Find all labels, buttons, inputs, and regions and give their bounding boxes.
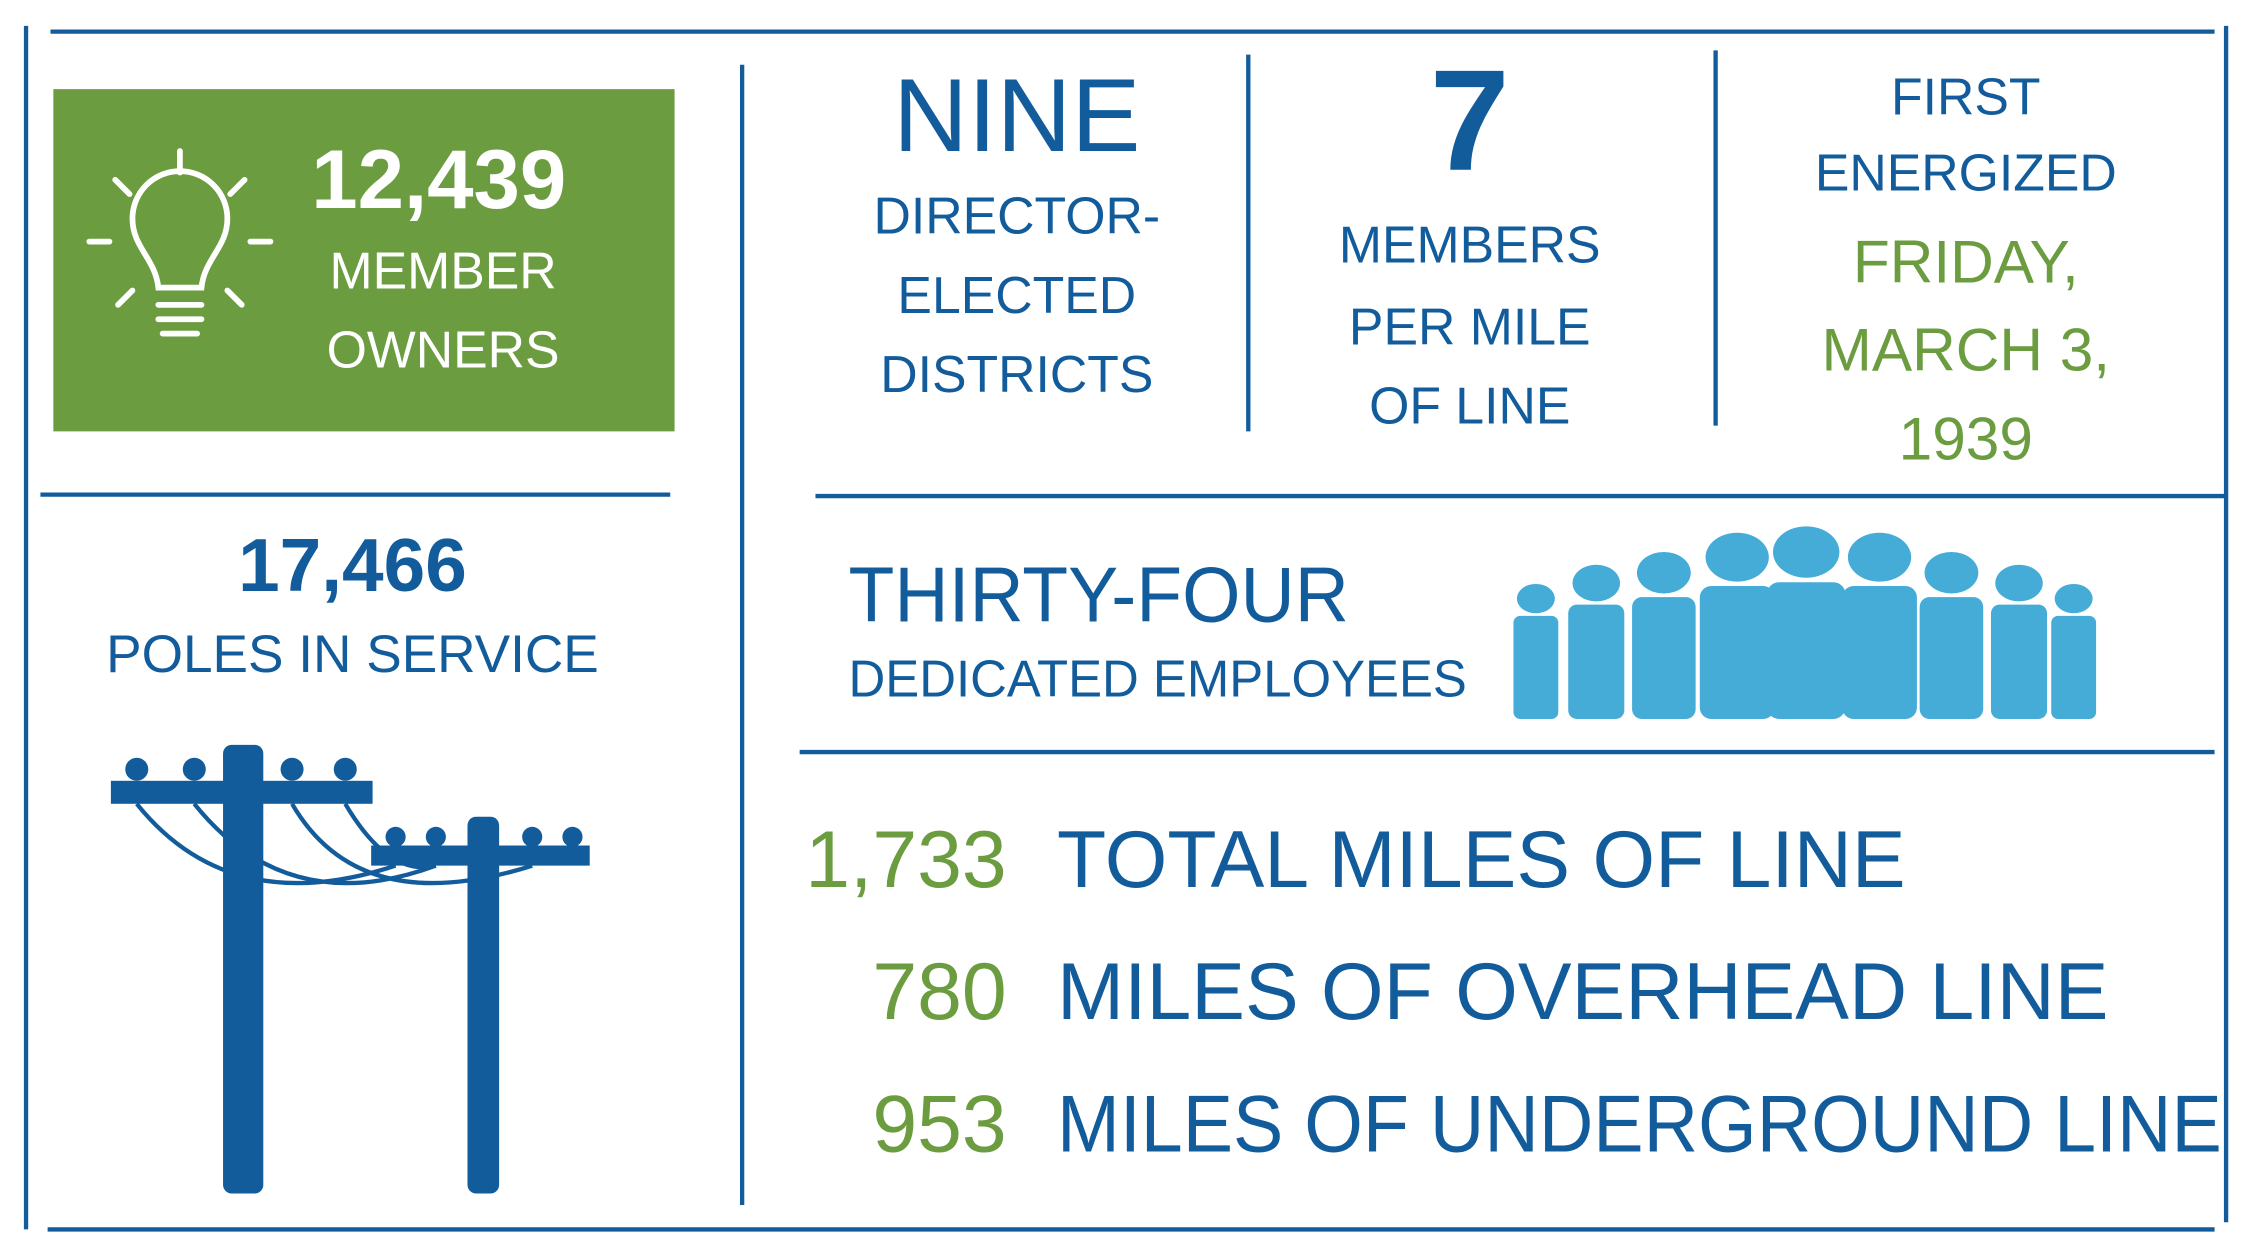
miles-value: 953	[872, 1079, 1006, 1169]
stat-label: OF LINE	[1369, 376, 1570, 434]
person-body	[1568, 604, 1625, 719]
poles-icon	[110, 744, 590, 1194]
person-body	[1699, 585, 1775, 719]
date: FRIDAY,	[1853, 228, 2079, 296]
person-head	[1995, 564, 2043, 602]
stat-label: ELECTED	[897, 266, 1136, 324]
stat-value: THIRTY-FOUR	[849, 552, 1349, 638]
person-head	[1772, 526, 1840, 578]
member-box	[53, 89, 675, 432]
stat-label: DIRECTOR-	[874, 187, 1161, 245]
bulb-icon	[86, 148, 274, 337]
person-head	[1636, 551, 1691, 594]
person-body	[1632, 597, 1696, 719]
stat-label: DEDICATED EMPLOYEES	[849, 650, 1467, 708]
person-body	[1842, 585, 1917, 719]
stat-value: 12,439	[311, 133, 566, 226]
stat-value: 17,466	[238, 523, 467, 607]
person-head	[1924, 551, 1979, 594]
frame	[23, 25, 2229, 1232]
miles-label: TOTAL MILES OF LINE	[1057, 815, 1906, 905]
stat-label: OWNERS	[327, 320, 560, 378]
stat-label: PER MILE	[1349, 297, 1591, 355]
people-icon	[1513, 526, 2097, 719]
date: 1939	[1899, 405, 2033, 473]
stat-label: POLES IN SERVICE	[106, 625, 599, 684]
person-body	[1513, 615, 1559, 719]
stat-label: ENERGIZED	[1815, 144, 2117, 202]
miles-value: 1,733	[805, 815, 1007, 905]
person-body	[1990, 604, 2048, 719]
stat-value: NINE	[893, 57, 1140, 173]
miles-label: MILES OF UNDERGROUND LINE	[1057, 1079, 2222, 1169]
person-head	[2054, 583, 2093, 614]
person-body	[1766, 582, 1846, 719]
person-head	[1572, 564, 1620, 602]
stat-value: 7	[1430, 41, 1510, 201]
person-body	[2051, 615, 2097, 719]
stat-label: MEMBER	[329, 241, 556, 299]
stat-label: DISTRICTS	[880, 345, 1153, 403]
miles-label: MILES OF OVERHEAD LINE	[1057, 947, 2108, 1037]
person-head	[1516, 583, 1555, 614]
miles-list: 1,733 TOTAL MILES OF LINE 780 MILES OF OVER…	[805, 815, 2222, 1170]
date: MARCH 3,	[1822, 315, 2111, 383]
person-body	[1919, 597, 1984, 719]
stat-label: MEMBERS	[1339, 215, 1601, 273]
miles-value: 780	[872, 947, 1006, 1037]
stat-label: FIRST	[1891, 67, 2041, 125]
person-head	[1847, 532, 1912, 582]
person-head	[1705, 532, 1769, 582]
